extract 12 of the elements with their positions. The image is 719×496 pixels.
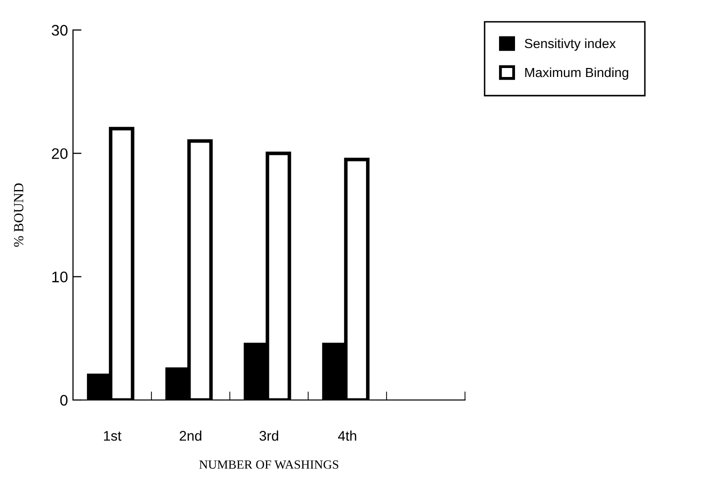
x-tick-label: 1st	[104, 431, 122, 441]
x-tick-label: 4th	[338, 430, 356, 441]
y-tick-label: 30	[52, 24, 68, 36]
y-tick-label: 0	[60, 394, 68, 406]
legend-label: Sensitivty index	[524, 38, 616, 51]
x-tick-label: 2nd	[180, 430, 202, 441]
y-tick-label: 10	[52, 272, 68, 282]
y-axis-title: % BOUND	[14, 183, 24, 247]
y-tick-label: 20	[52, 148, 68, 160]
x-axis-title: NUMBER OF WASHINGS	[199, 460, 338, 469]
x-tick-label: 3rd	[259, 430, 278, 441]
legend-label: Maximum Binding	[525, 67, 628, 80]
